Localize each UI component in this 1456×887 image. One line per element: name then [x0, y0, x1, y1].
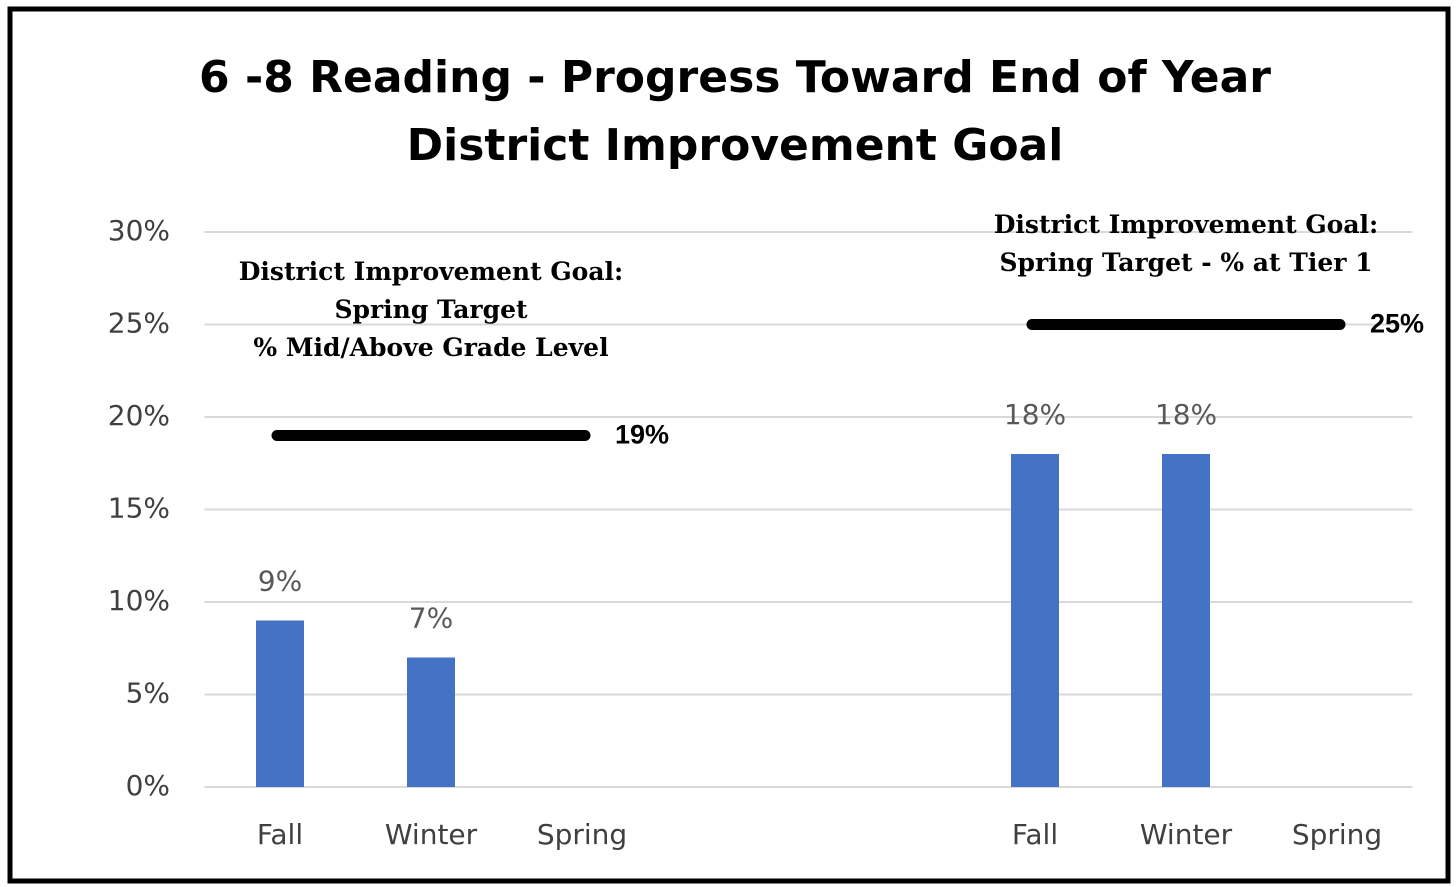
y-tick-label: 25% [108, 307, 170, 340]
bar [407, 657, 455, 787]
data-label: 18% [1155, 398, 1217, 431]
bar [1162, 454, 1210, 787]
annotation: Spring Target - % at Tier 1 [999, 248, 1372, 277]
data-label: 18% [1004, 398, 1066, 431]
x-tick-label: Spring [537, 818, 627, 851]
x-tick-label: Winter [1140, 818, 1233, 851]
x-tick-label: Fall [257, 818, 303, 851]
target-label: 25% [1370, 309, 1424, 339]
y-tick-label: 10% [108, 584, 170, 617]
chart-title: District Improvement Goal [407, 120, 1064, 171]
y-tick-label: 15% [108, 492, 170, 525]
x-tick-label: Fall [1012, 818, 1058, 851]
y-tick-label: 0% [126, 769, 170, 802]
x-tick-label: Winter [385, 818, 478, 851]
target-label: 19% [615, 420, 669, 450]
data-label: 7% [409, 602, 453, 635]
bar [256, 620, 304, 787]
annotation: District Improvement Goal: [994, 210, 1379, 239]
chart-title: 6 -8 Reading - Progress Toward End of Ye… [199, 52, 1271, 103]
y-tick-label: 20% [108, 399, 170, 432]
y-tick-label: 30% [108, 214, 170, 247]
y-tick-label: 5% [126, 677, 170, 710]
annotation: % Mid/Above Grade Level [253, 333, 608, 362]
annotation: District Improvement Goal: [239, 257, 624, 286]
frame [7, 6, 1451, 884]
bar [1011, 454, 1059, 787]
data-label: 9% [258, 565, 302, 598]
x-tick-label: Spring [1292, 818, 1382, 851]
annotation: Spring Target [334, 295, 528, 324]
